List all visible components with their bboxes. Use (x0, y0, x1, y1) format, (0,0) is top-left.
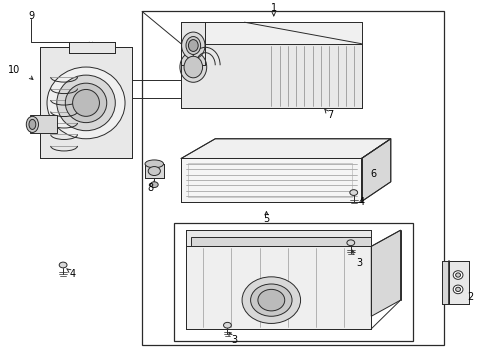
Ellipse shape (223, 322, 231, 328)
Polygon shape (181, 22, 361, 44)
Polygon shape (40, 47, 132, 158)
Bar (173, 223, 412, 341)
Text: 3: 3 (355, 258, 362, 268)
Polygon shape (361, 139, 390, 202)
Polygon shape (441, 261, 468, 304)
Ellipse shape (148, 167, 160, 176)
Ellipse shape (188, 40, 198, 51)
Ellipse shape (57, 75, 115, 131)
Polygon shape (181, 22, 205, 65)
Text: 4: 4 (358, 197, 364, 207)
Text: 1: 1 (270, 3, 276, 13)
Ellipse shape (455, 287, 460, 292)
Polygon shape (181, 139, 390, 158)
Ellipse shape (145, 160, 163, 168)
Text: 7: 7 (326, 111, 332, 121)
Ellipse shape (452, 285, 462, 294)
Text: 2: 2 (466, 292, 472, 302)
Polygon shape (441, 261, 448, 304)
Ellipse shape (59, 262, 67, 268)
Bar (188, 163, 351, 197)
Ellipse shape (242, 277, 300, 323)
Polygon shape (190, 237, 370, 246)
Ellipse shape (185, 37, 200, 54)
Text: 9: 9 (28, 11, 35, 21)
Ellipse shape (183, 56, 202, 78)
Polygon shape (185, 246, 370, 329)
Ellipse shape (180, 52, 206, 82)
Polygon shape (69, 42, 115, 53)
Ellipse shape (250, 284, 291, 316)
Ellipse shape (29, 120, 36, 130)
Text: 10: 10 (8, 64, 20, 75)
Ellipse shape (455, 273, 460, 277)
Ellipse shape (65, 83, 106, 123)
Ellipse shape (346, 240, 354, 246)
Ellipse shape (73, 89, 99, 116)
Ellipse shape (452, 271, 462, 279)
Ellipse shape (26, 116, 39, 132)
Polygon shape (144, 164, 163, 178)
Text: 6: 6 (370, 169, 376, 179)
Ellipse shape (47, 67, 125, 139)
Polygon shape (185, 230, 370, 246)
Ellipse shape (257, 289, 284, 311)
Polygon shape (181, 22, 361, 44)
Text: 5: 5 (263, 215, 269, 224)
Text: 8: 8 (147, 183, 154, 193)
Polygon shape (181, 44, 361, 108)
Ellipse shape (150, 182, 158, 188)
Ellipse shape (349, 190, 357, 195)
Text: 3: 3 (231, 335, 237, 345)
Ellipse shape (181, 32, 204, 59)
Bar (142, 12, 444, 345)
Polygon shape (370, 230, 400, 316)
Polygon shape (181, 158, 361, 202)
Text: 4: 4 (70, 269, 76, 279)
Polygon shape (30, 116, 57, 134)
